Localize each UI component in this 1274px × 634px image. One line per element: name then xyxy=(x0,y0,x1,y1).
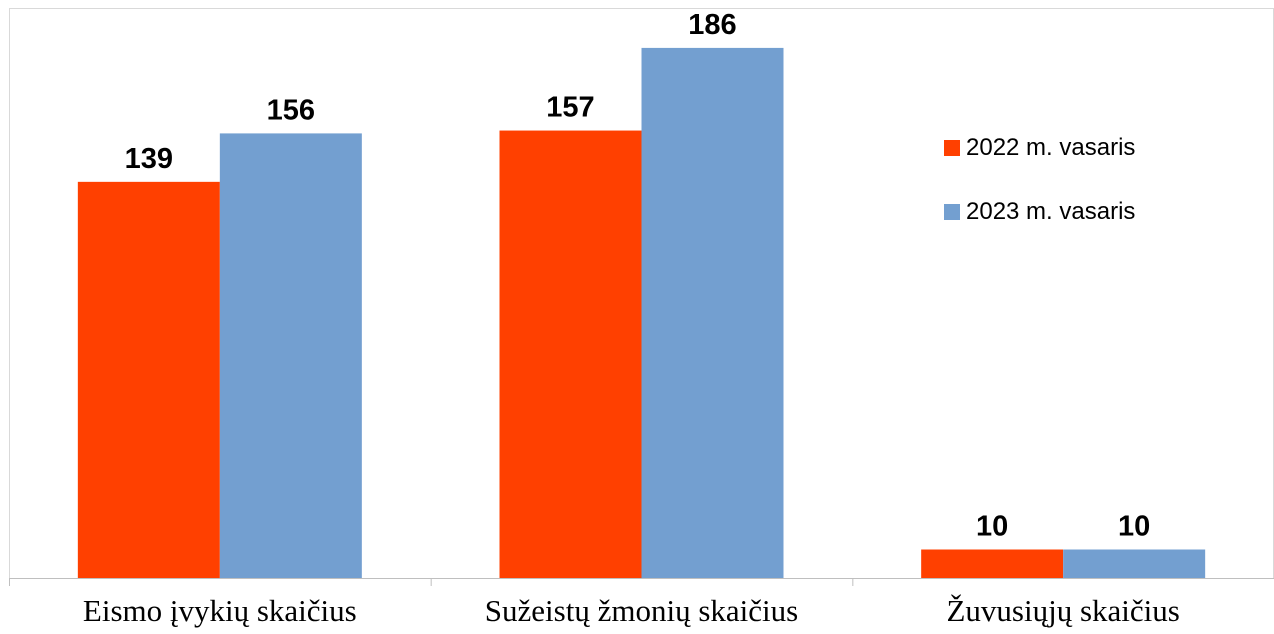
bar-2022-m-vasaris-suzeistu-zmoniu-skaicius xyxy=(499,130,642,579)
x-tick-label-suzeistu-zmoniu-skaicius: Sužeistų žmonių skaičius xyxy=(485,593,798,628)
value-labels-layer: 139 156 157 186 10 10 xyxy=(125,9,1151,543)
data-label-2022-m-vasaris-eismo-ivykiu-skaicius: 139 xyxy=(125,143,173,175)
data-label-2023-m-vasaris-zuvusiuju-skaicius: 10 xyxy=(1118,511,1150,543)
legend-label-2023-m-vasaris: 2023 m. vasaris xyxy=(966,198,1135,225)
x-tick-label-zuvusiuju-skaicius: Žuvusiųjų skaičius xyxy=(946,593,1179,628)
data-label-2022-m-vasaris-zuvusiuju-skaicius: 10 xyxy=(976,511,1008,543)
legend-swatch-2022-m-vasaris xyxy=(944,140,960,156)
legend: 2022 m. vasaris 2023 m. vasaris xyxy=(944,134,1135,225)
x-axis: Eismo įvykių skaičius Sužeistų žmonių ska… xyxy=(9,578,1274,628)
bars-layer xyxy=(77,47,1206,579)
data-label-2023-m-vasaris-eismo-ivykiu-skaicius: 156 xyxy=(267,94,315,126)
bar-2023-m-vasaris-zuvusiuju-skaicius xyxy=(1063,549,1206,578)
bar-2022-m-vasaris-eismo-ivykiu-skaicius xyxy=(77,181,220,578)
data-label-2022-m-vasaris-suzeistu-zmoniu-skaicius: 157 xyxy=(546,92,594,124)
legend-label-2022-m-vasaris: 2022 m. vasaris xyxy=(966,134,1135,161)
legend-swatch-2023-m-vasaris xyxy=(944,204,960,220)
x-tick-label-eismo-ivykiu-skaicius: Eismo įvykių skaičius xyxy=(83,593,357,628)
bar-2023-m-vasaris-eismo-ivykiu-skaicius xyxy=(219,133,362,578)
bar-2023-m-vasaris-suzeistu-zmoniu-skaicius xyxy=(641,47,784,578)
data-label-2023-m-vasaris-suzeistu-zmoniu-skaicius: 186 xyxy=(688,9,736,41)
bar-2022-m-vasaris-zuvusiuju-skaicius xyxy=(921,549,1064,578)
